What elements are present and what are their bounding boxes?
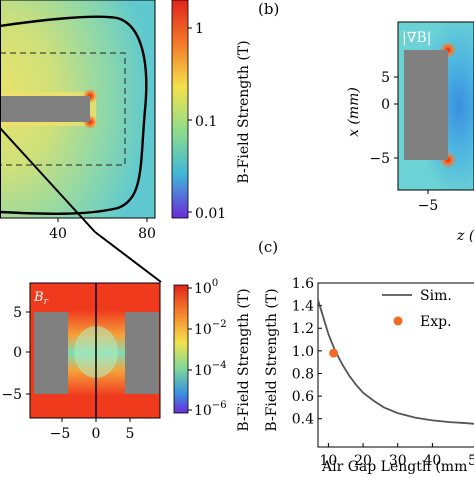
series-line-sim bbox=[317, 299, 474, 425]
inset-map-title: Br bbox=[33, 290, 49, 307]
panel-b-y-tick: 0 bbox=[381, 97, 390, 113]
inset-x-tick: −5 bbox=[50, 426, 71, 442]
y-tick-label: 0.8 bbox=[292, 366, 314, 382]
panel-a-contour bbox=[0, 15, 148, 215]
inset-colorbar-tick: 10−6 bbox=[194, 400, 227, 419]
panel-b-frame bbox=[397, 21, 474, 191]
panel-b: (b) |∇B| 5 0 −5 x (mm) −5 z ( bbox=[258, 0, 474, 244]
x-tick-label: 20 bbox=[354, 453, 372, 469]
panel-a-colorbar-tick: 1 bbox=[195, 21, 204, 37]
x-tick-label: 40 bbox=[423, 453, 441, 469]
x-tick-label: 5 bbox=[468, 453, 474, 469]
y-tick-label: 0.6 bbox=[292, 389, 314, 405]
inset-colorbar-tick: 10−2 bbox=[194, 319, 227, 338]
inset-colorbar-label: B-Field Strength (T) bbox=[236, 288, 252, 431]
inset-magnet-left bbox=[34, 312, 68, 394]
legend-label-exp: Exp. bbox=[420, 314, 452, 330]
y-tick-label: 1.4 bbox=[292, 299, 314, 315]
inset-magnet-right bbox=[125, 312, 159, 394]
panel-b-y-axis-label: x (mm) bbox=[346, 87, 362, 137]
y-tick-label: 1.6 bbox=[292, 276, 314, 292]
y-tick-label: 1.0 bbox=[292, 344, 314, 360]
panel-a-magnet bbox=[0, 96, 90, 122]
inset-y-tick: 5 bbox=[13, 305, 22, 321]
inset-x-tick: 5 bbox=[126, 426, 135, 442]
panel-c: (c) B-Field Strength (T) Air Gap Length … bbox=[258, 238, 474, 475]
panel-c-label: (c) bbox=[258, 238, 278, 256]
legend-label-sim: Sim. bbox=[420, 288, 452, 304]
zoom-connector-line bbox=[94, 231, 162, 283]
legend-marker-exp bbox=[393, 316, 403, 326]
zoom-connector-line bbox=[0, 127, 96, 233]
panel-a-x-tick: 40 bbox=[49, 226, 67, 242]
inset-x-tick: 0 bbox=[92, 426, 101, 442]
inset-colorbar bbox=[173, 284, 189, 414]
panel-b-x-tick: −5 bbox=[418, 198, 439, 214]
panel-b-map-title: |∇B| bbox=[402, 30, 432, 46]
panel-c-axes-frame bbox=[317, 282, 474, 448]
panel-c-y-axis-label: B-Field Strength (T) bbox=[264, 288, 280, 431]
panel-b-y-tick: −5 bbox=[369, 151, 390, 167]
panel-c-x-axis-label: Air Gap Length (mm bbox=[321, 459, 467, 474]
data-point-exp bbox=[329, 348, 339, 358]
inset-frame bbox=[29, 282, 161, 419]
panel-b-y-tick: 5 bbox=[381, 70, 390, 86]
panel-inset: Br 5 0 −5 −5 0 5 100 10−2 10−4 10−6 B-Fi… bbox=[1, 278, 252, 442]
inset-colorbar-tick: 100 bbox=[194, 278, 218, 297]
panel-a-x-tick: 80 bbox=[138, 226, 156, 242]
inset-colorbar-tick: 10−4 bbox=[194, 360, 227, 379]
x-tick-label: 30 bbox=[389, 453, 407, 469]
panel-b-x-axis-label: z ( bbox=[456, 228, 474, 244]
panel-a-colorbar-tick: 0.1 bbox=[195, 114, 217, 130]
panel-a-colorbar bbox=[171, 0, 189, 219]
panel-b-label: (b) bbox=[258, 0, 279, 18]
y-tick-label: 1.2 bbox=[292, 321, 314, 337]
panel-a-frame bbox=[0, 0, 156, 219]
inset-y-tick: −5 bbox=[1, 387, 22, 403]
panel-a-colorbar-label: B-Field Strength (T) bbox=[236, 40, 252, 183]
x-tick-label: 10 bbox=[319, 453, 337, 469]
y-tick-label: 0.4 bbox=[292, 412, 314, 428]
panel-a-colorbar-tick: 0.01 bbox=[195, 206, 226, 222]
panel-c-plot: 0.4 0.6 0.8 1.0 1.2 1.4 1.6 10 20 30 40 5 Sim. Exp. bbox=[292, 276, 474, 469]
panel-a: 40 80 1 0.1 0.01 B-Field Strength (T) bbox=[0, 0, 252, 283]
inset-y-tick: 0 bbox=[13, 345, 22, 361]
panel-a-dashed-box bbox=[0, 52, 126, 166]
panel-b-magnet bbox=[404, 50, 448, 160]
